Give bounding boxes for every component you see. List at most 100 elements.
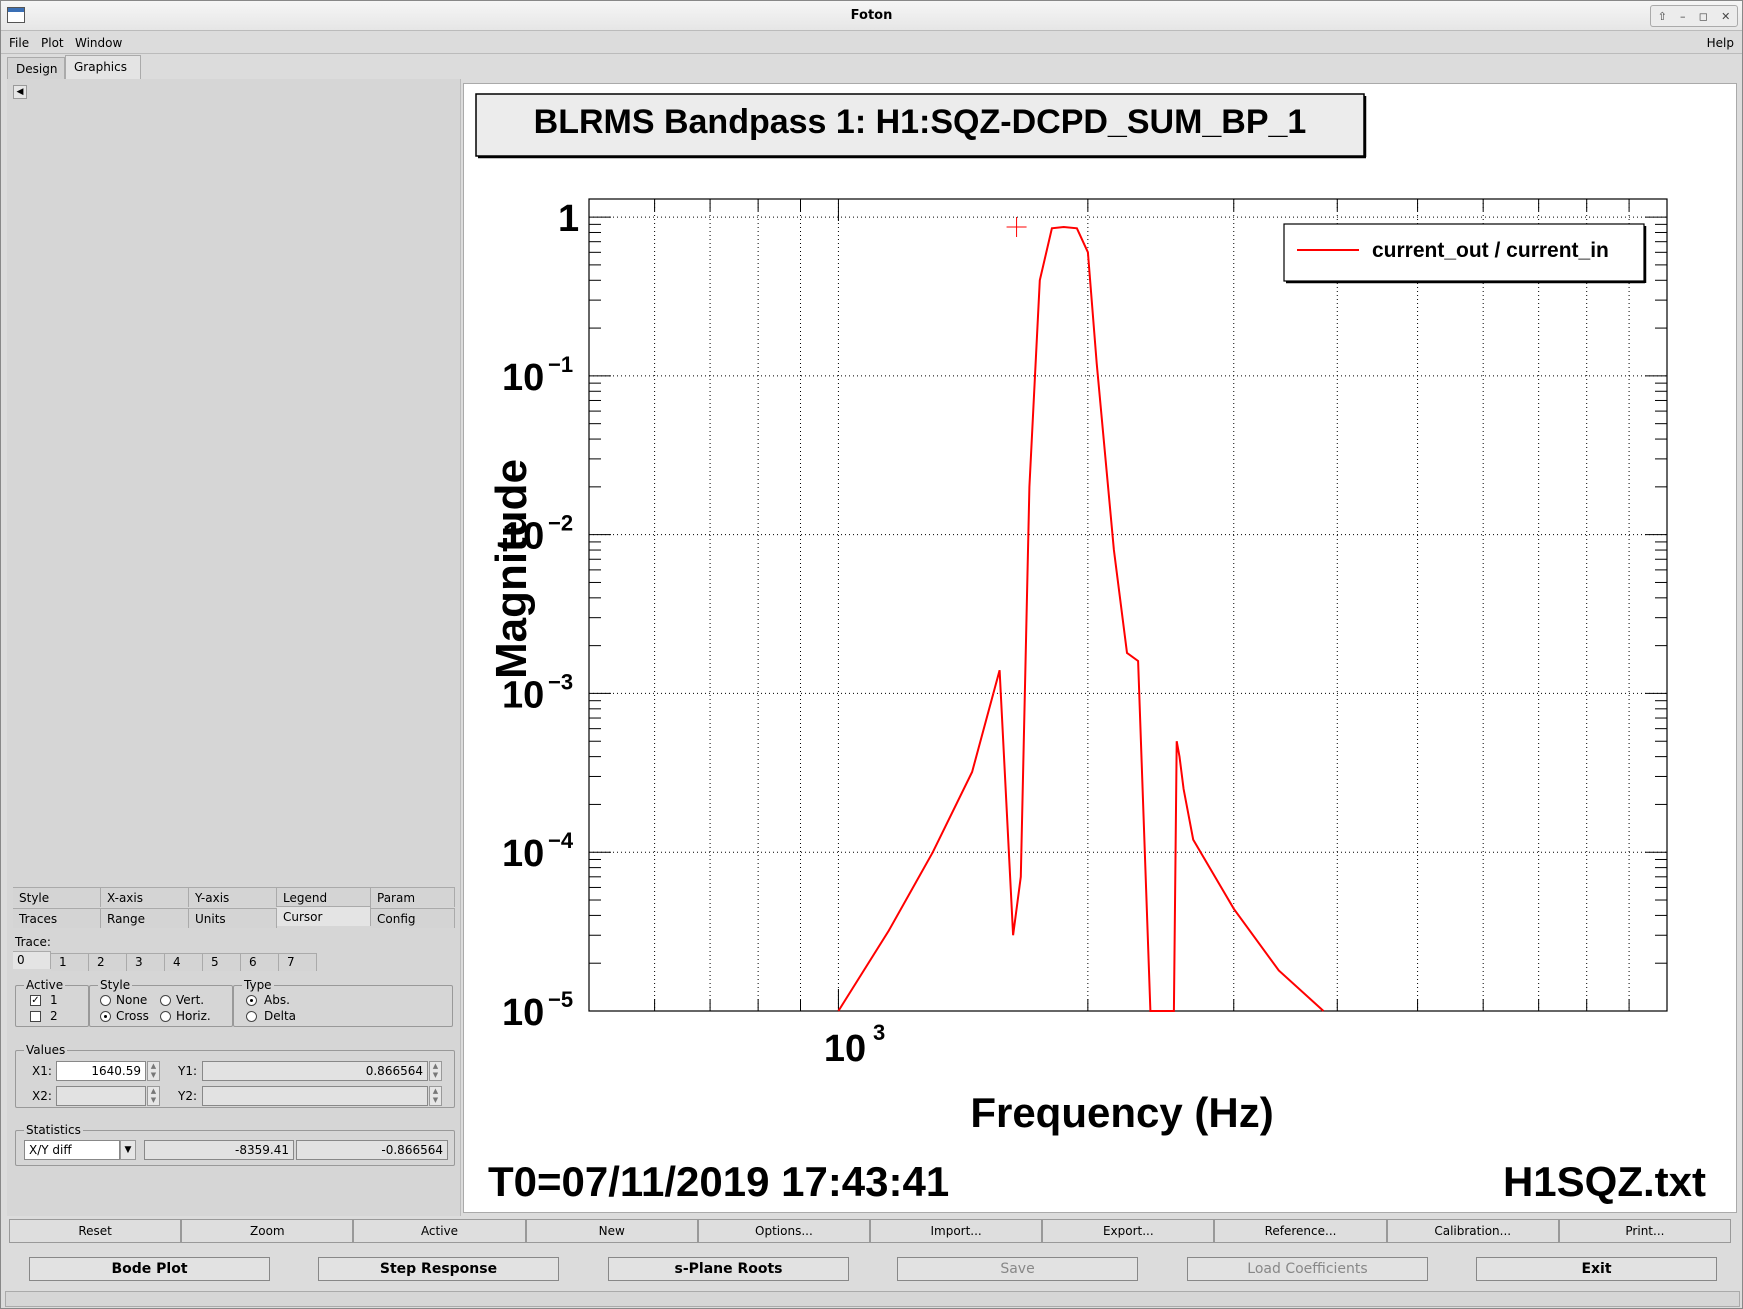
type-group-label: Type: [242, 978, 274, 992]
s-plane-roots-button[interactable]: s-Plane Roots: [608, 1257, 849, 1281]
trace-tab-1[interactable]: 1: [51, 953, 89, 971]
print-button[interactable]: Print...: [1558, 1219, 1732, 1243]
trace-tab-5[interactable]: 5: [203, 953, 241, 971]
bode-plot-svg[interactable]: BLRMS Bandpass 1: H1:SQZ-DCPD_SUM_BP_1 1…: [464, 84, 1738, 1214]
reset-button[interactable]: Reset: [9, 1219, 182, 1243]
y-tick-label: 10: [502, 516, 544, 558]
statistics-dx: -8359.41: [144, 1140, 294, 1160]
minimize-icon[interactable]: –: [1680, 9, 1686, 23]
y-tick-label: 1: [558, 198, 579, 240]
save-button[interactable]: Save: [897, 1257, 1138, 1281]
style-vert-label: Vert.: [176, 993, 205, 1007]
plot-grid: [589, 199, 1667, 1011]
x2-label: X2:: [32, 1089, 52, 1103]
y1-label: Y1:: [178, 1064, 198, 1078]
tab-traces[interactable]: Traces: [13, 908, 101, 928]
active-button[interactable]: Active: [353, 1219, 526, 1243]
active-1-checkbox[interactable]: ✓: [30, 995, 41, 1006]
tab-design[interactable]: Design: [7, 57, 65, 79]
x1-label: X1:: [32, 1064, 52, 1078]
export-button[interactable]: Export...: [1042, 1219, 1215, 1243]
close-icon[interactable]: ✕: [1721, 9, 1731, 23]
trace-tab-2[interactable]: 2: [89, 953, 127, 971]
x1-input[interactable]: 1640.59: [56, 1061, 146, 1081]
style-cross-radio[interactable]: [100, 1011, 111, 1022]
type-group: Type Abs. Delta: [233, 978, 453, 1027]
menu-help[interactable]: Help: [1706, 36, 1734, 50]
import-button[interactable]: Import...: [870, 1219, 1043, 1243]
tab-y-axis[interactable]: Y-axis: [189, 887, 277, 907]
trace-tab-7[interactable]: 7: [279, 953, 317, 971]
plot-canvas[interactable]: BLRMS Bandpass 1: H1:SQZ-DCPD_SUM_BP_1 1…: [463, 83, 1737, 1213]
y-tick-label-exp: −1: [548, 352, 573, 377]
legend-label: current_out / current_in: [1372, 239, 1609, 262]
y-tick-label-exp: −5: [548, 987, 573, 1012]
values-group-label: Values: [24, 1043, 68, 1057]
trace-tab-4[interactable]: 4: [165, 953, 203, 971]
style-cross-label: Cross: [116, 1009, 149, 1023]
load-coefficients-button[interactable]: Load Coefficients: [1187, 1257, 1428, 1281]
trace-tab-6[interactable]: 6: [241, 953, 279, 971]
type-delta-radio[interactable]: [246, 1011, 257, 1022]
tab-style[interactable]: Style: [13, 887, 101, 907]
tab-graphics[interactable]: Graphics: [65, 55, 141, 79]
bode-plot-button[interactable]: Bode Plot: [29, 1257, 270, 1281]
collapse-arrow-icon[interactable]: ◀: [13, 85, 27, 99]
x-tick-label-base: 10: [824, 1028, 866, 1070]
calibration-button[interactable]: Calibration...: [1386, 1219, 1559, 1243]
series-line-current-out-in: [837, 225, 1325, 1012]
menu-window[interactable]: Window: [75, 36, 123, 50]
y-tick-label: 10: [502, 357, 544, 399]
style-vert-radio[interactable]: [160, 995, 171, 1006]
y-tick-label: 10: [502, 992, 544, 1034]
y1-field: 0.866564: [202, 1061, 428, 1081]
menu-plot[interactable]: Plot: [41, 36, 64, 50]
statistics-mode-select[interactable]: X/Y diff: [24, 1140, 120, 1160]
options-button[interactable]: Options...: [697, 1219, 871, 1243]
active-1-label: 1: [50, 993, 58, 1007]
x1-spinner-icon[interactable]: ▲ ▼: [147, 1061, 160, 1081]
style-horiz-label: Horiz.: [176, 1009, 211, 1023]
maximize-icon[interactable]: ◻: [1698, 9, 1708, 23]
reference-button[interactable]: Reference...: [1214, 1219, 1387, 1243]
chevron-down-icon[interactable]: ▼: [120, 1140, 136, 1160]
menu-file[interactable]: File: [9, 36, 30, 50]
tab-legend[interactable]: Legend: [277, 887, 371, 907]
values-group: Values X1: 1640.59 ▲ ▼ Y1: 0.866564 ▲ ▼ X2…: [15, 1043, 455, 1108]
tab-x-axis[interactable]: X-axis: [101, 887, 189, 907]
y-axis-label: Magnitude: [487, 459, 536, 679]
style-none-radio[interactable]: [100, 995, 111, 1006]
tab-param[interactable]: Param: [371, 887, 455, 907]
t0-label: T0=07/11/2019 17:43:41: [488, 1158, 949, 1205]
trace-label: Trace:: [15, 935, 51, 949]
zoom-button[interactable]: Zoom: [181, 1219, 354, 1243]
window-controls: ⇧ – ◻ ✕: [1650, 5, 1738, 27]
plot-frame: [588, 198, 1668, 1012]
statistics-group-label: Statistics: [24, 1123, 83, 1137]
menu-bar: File Plot Window Help: [1, 32, 1742, 54]
style-none-label: None: [116, 993, 148, 1007]
plot-title: BLRMS Bandpass 1: H1:SQZ-DCPD_SUM_BP_1: [534, 103, 1307, 141]
type-delta-label: Delta: [264, 1009, 297, 1023]
trace-tab-3[interactable]: 3: [127, 953, 165, 971]
new-button[interactable]: New: [525, 1219, 698, 1243]
tab-range[interactable]: Range: [101, 908, 189, 928]
step-response-button[interactable]: Step Response: [318, 1257, 559, 1281]
y-tick-label-exp: −4: [548, 828, 574, 853]
style-horiz-radio[interactable]: [160, 1011, 171, 1022]
active-2-checkbox[interactable]: [30, 1011, 41, 1022]
tab-config[interactable]: Config: [371, 908, 455, 928]
y-tick-label: 10: [502, 833, 544, 875]
style-group: Style None Cross Vert. Horiz.: [89, 978, 233, 1027]
restore-icon[interactable]: ⇧: [1657, 9, 1667, 23]
trace-tab-0[interactable]: 0: [13, 951, 51, 969]
plot-ticks: [589, 199, 1667, 1012]
type-abs-radio[interactable]: [246, 995, 257, 1006]
tab-units[interactable]: Units: [189, 908, 277, 928]
exit-button[interactable]: Exit: [1476, 1257, 1717, 1281]
statistics-dy: -0.866564: [296, 1140, 448, 1160]
x2-input: [56, 1086, 146, 1106]
file-label: H1SQZ.txt: [1503, 1158, 1706, 1205]
tab-cursor[interactable]: Cursor: [277, 906, 371, 926]
